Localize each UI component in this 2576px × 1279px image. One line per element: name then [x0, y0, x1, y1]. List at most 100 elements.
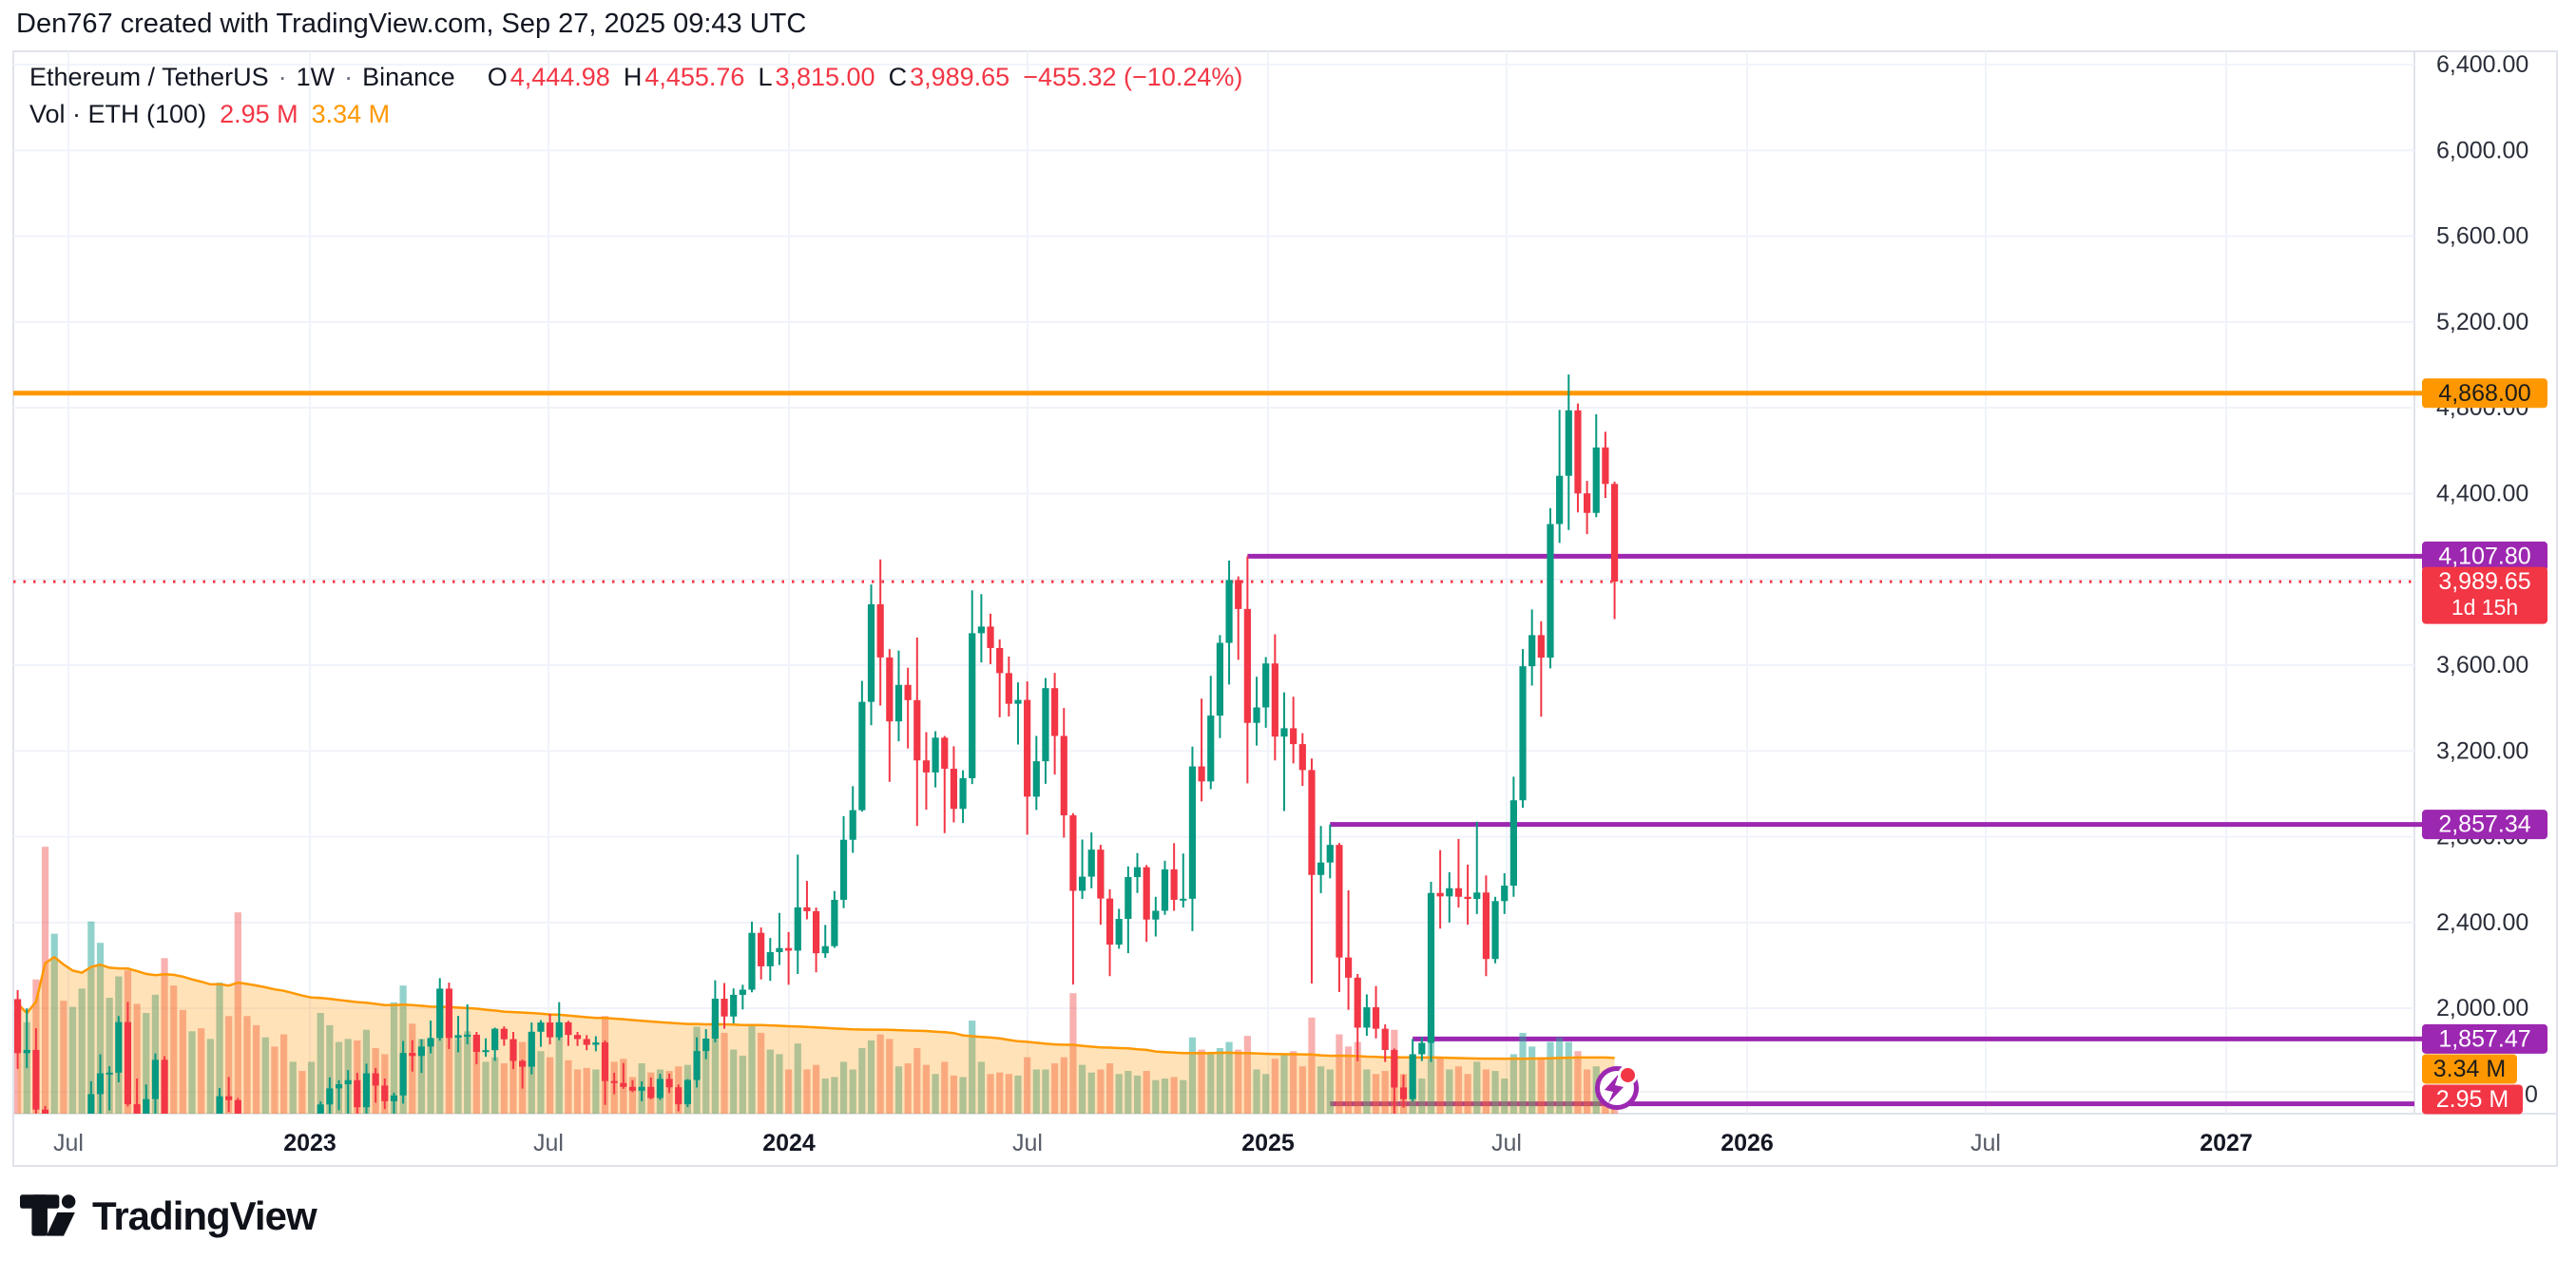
- candle-body: [1042, 688, 1049, 762]
- candle-body: [133, 1104, 141, 1114]
- candle-body: [1087, 849, 1095, 877]
- volume-bar: [1032, 1069, 1040, 1114]
- volume-bar: [1317, 1066, 1325, 1114]
- volume-bar: [1363, 1069, 1371, 1114]
- volume-bar: [913, 1047, 921, 1114]
- volume-bar: [849, 1069, 856, 1114]
- candle-body: [1198, 766, 1205, 782]
- candle-body: [1262, 663, 1270, 708]
- volume-bar: [1188, 1037, 1197, 1114]
- candle-body: [1363, 1007, 1371, 1028]
- volume-bar: [1344, 1046, 1353, 1114]
- candle-body: [1161, 869, 1169, 911]
- candle-body: [216, 1096, 223, 1114]
- candle-body: [739, 989, 746, 995]
- candle-body: [1344, 957, 1353, 978]
- candle-body: [583, 1039, 590, 1045]
- volume-bar: [766, 1049, 774, 1114]
- volume-bar: [1547, 1041, 1554, 1114]
- candle-body: [1381, 1028, 1389, 1050]
- volume-bar: [78, 988, 86, 1114]
- volume-legend[interactable]: Vol · ETH (100) 2.95 M 3.34 M: [29, 100, 390, 129]
- tradingview-logo[interactable]: TradingView: [20, 1193, 317, 1239]
- volume-bar: [1243, 1036, 1251, 1114]
- candle-body: [500, 1028, 508, 1040]
- candle-body: [922, 760, 931, 773]
- volume-bar: [1556, 1037, 1564, 1114]
- candle-body: [1243, 608, 1251, 723]
- low-value: 3,815.00: [775, 63, 875, 91]
- candle-body: [904, 684, 912, 700]
- volume-bar: [573, 1069, 582, 1114]
- volume-bar: [427, 1044, 434, 1114]
- volume-bar: [1336, 1034, 1343, 1114]
- price-tick-label: 6,400.00: [2436, 51, 2528, 78]
- price-axis[interactable]: [2414, 51, 2557, 1114]
- volume-bar: [1051, 1063, 1059, 1114]
- close-label: C: [888, 63, 908, 91]
- candle-body: [693, 1051, 701, 1080]
- volume-ma-area: [17, 957, 1615, 1114]
- candle-body: [14, 999, 22, 1054]
- candle-body: [794, 907, 801, 951]
- candle-body: [950, 769, 958, 810]
- volume-bar: [1271, 1059, 1278, 1114]
- attribution-text: Den767 created with TradingView.com, Sep…: [16, 9, 807, 39]
- logo-text: TradingView: [92, 1193, 317, 1238]
- candle-body: [1418, 1042, 1426, 1055]
- volume-indicator-label: Vol · ETH (100): [29, 100, 207, 128]
- volume-bar: [821, 1079, 829, 1114]
- volume-bar: [1216, 1047, 1224, 1114]
- volume-bar: [50, 933, 58, 1114]
- level-price-badge: [2422, 541, 2547, 571]
- level-price-badge: [2422, 1023, 2547, 1054]
- candle-body: [1547, 524, 1554, 659]
- candle-body: [977, 626, 985, 634]
- candle-body: [1069, 815, 1077, 891]
- symbol-legend[interactable]: Ethereum / TetherUS · 1W · Binance O 4,444.98 H…: [29, 63, 1242, 92]
- volume-bar: [1290, 1051, 1298, 1114]
- volume-bar: [1207, 1054, 1215, 1114]
- candle-body: [417, 1046, 426, 1057]
- volume-bar: [279, 1034, 288, 1114]
- candle-body: [721, 999, 728, 1017]
- symbol-name: Ethereum / TetherUS: [29, 63, 269, 91]
- candle-body: [821, 945, 829, 954]
- volume-bar: [1565, 1041, 1572, 1114]
- candle-body: [528, 1031, 535, 1067]
- candle-body: [776, 947, 783, 953]
- open-value: 4,444.98: [509, 63, 610, 91]
- candle-body: [665, 1079, 673, 1088]
- candle-body: [464, 1034, 471, 1037]
- time-axis-label: 2027: [2200, 1130, 2253, 1156]
- candle-body: [317, 1104, 324, 1114]
- candle-body: [656, 1079, 664, 1098]
- volume-bar: [1501, 1079, 1509, 1114]
- lightning-circle-icon[interactable]: [1595, 1065, 1639, 1110]
- candle-body: [1336, 845, 1343, 958]
- candle-body: [886, 657, 894, 722]
- candle-body: [683, 1079, 692, 1105]
- volume-bar: [1069, 993, 1077, 1114]
- candle-body: [831, 899, 838, 946]
- volume-bar: [1537, 1057, 1545, 1114]
- chart-pane[interactable]: [13, 51, 2414, 1114]
- candle-body: [1152, 910, 1160, 920]
- volume-bar: [87, 921, 95, 1114]
- volume-bar: [1097, 1069, 1105, 1114]
- volume-bar: [711, 1016, 719, 1114]
- price-tick-label: 2,000.00: [2436, 995, 2528, 1021]
- candle-body: [1207, 716, 1215, 782]
- candle-body: [785, 947, 793, 951]
- candle-body: [1454, 888, 1463, 897]
- candle-body: [1326, 845, 1334, 863]
- candle-body: [628, 1086, 637, 1091]
- candle-body: [1014, 699, 1022, 704]
- candle-body: [1427, 892, 1435, 1043]
- volume-bar: [1152, 1079, 1160, 1114]
- volume-bar: [1105, 1063, 1114, 1114]
- time-axis[interactable]: [13, 1114, 2557, 1166]
- volume-bar: [876, 1034, 884, 1114]
- candle-body: [758, 932, 765, 966]
